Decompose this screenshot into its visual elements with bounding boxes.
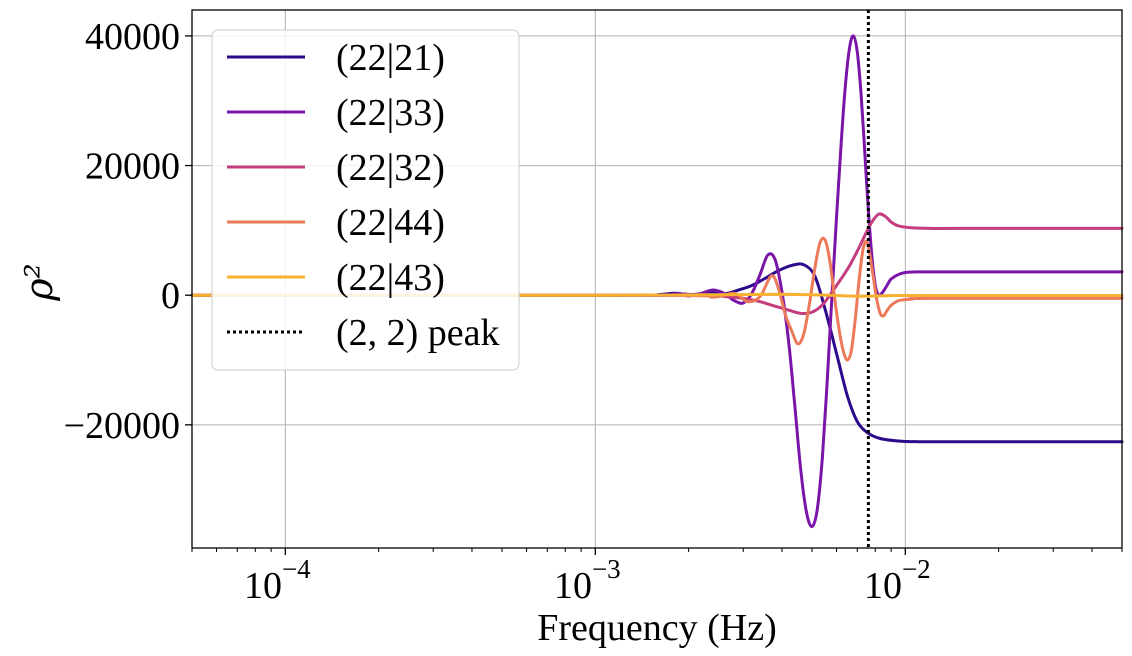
plot-frame [191, 9, 1123, 549]
y-tick-label: 20000 [85, 146, 180, 188]
legend: (22|21) (22|33) (22|32) (22|44) (22|43) (2, 2… [211, 29, 520, 371]
series-line-22-32 [190, 212, 1124, 316]
x-tick-label: 10−4 [244, 554, 311, 607]
x-tick-label: 10−2 [864, 554, 931, 607]
legend-label: (22|44) [336, 202, 445, 244]
legend-label: (2, 2) peak [336, 312, 500, 354]
legend-label: (22|21) [336, 37, 445, 79]
x-tick-label: 10−3 [554, 554, 621, 607]
series-line-22-43 [190, 292, 1124, 298]
y-axis-label: ρ² [17, 263, 61, 302]
legend-label: (22|43) [336, 257, 445, 299]
legend-label: (22|33) [336, 92, 445, 134]
series-group [190, 34, 1124, 529]
y-tick-label: 40000 [85, 16, 180, 58]
x-axis-label: Frequency (Hz) [537, 607, 777, 649]
y-tick-label: 0 [161, 275, 180, 317]
legend-label: (22|32) [336, 147, 445, 189]
y-tick-label: −20000 [64, 405, 180, 447]
legend-box [211, 29, 520, 371]
series-line-22-44 [190, 236, 1124, 362]
